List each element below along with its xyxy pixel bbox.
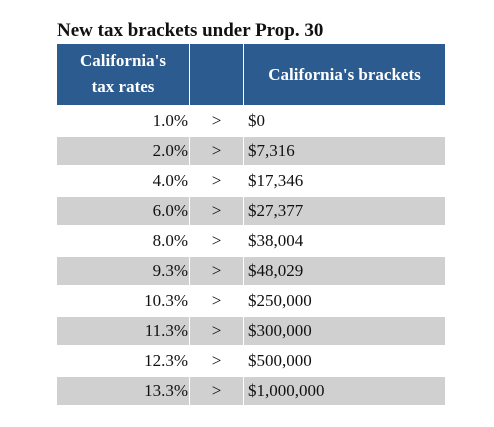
table-row: 4.0% > $17,346 xyxy=(57,167,445,195)
operator-cell: > xyxy=(211,291,222,310)
operator-cell: > xyxy=(211,171,222,190)
operator-cell: > xyxy=(190,257,243,285)
bracket-cell: $7,316 xyxy=(244,137,445,165)
header-tax-rates: California's tax rates xyxy=(57,44,189,105)
bracket-cell: $48,029 xyxy=(244,257,445,285)
operator-cell: > xyxy=(190,377,243,405)
operator-cell: > xyxy=(190,317,243,345)
table-row: 12.3% > $500,000 xyxy=(57,347,445,375)
bracket-cell: $300,000 xyxy=(244,317,445,345)
rate-cell: 2.0% xyxy=(57,137,189,165)
bracket-cell: $17,346 xyxy=(248,171,304,190)
table-row: 11.3% > $300,000 xyxy=(57,317,445,345)
table-header: California's tax rates California's brac… xyxy=(57,44,445,105)
header-tax-rates-line2: tax rates xyxy=(91,77,155,96)
bracket-cell: $0 xyxy=(248,111,265,130)
header-operator xyxy=(190,44,243,105)
table-row: 6.0% > $27,377 xyxy=(57,197,445,225)
table-row: 8.0% > $38,004 xyxy=(57,227,445,255)
table-row: 13.3% > $1,000,000 xyxy=(57,377,445,405)
operator-cell: > xyxy=(190,197,243,225)
rate-cell: 10.3% xyxy=(144,291,188,310)
operator-cell: > xyxy=(211,231,222,250)
rate-cell: 4.0% xyxy=(152,171,188,190)
operator-cell: > xyxy=(190,137,243,165)
rate-cell: 8.0% xyxy=(152,231,188,250)
bracket-cell: $500,000 xyxy=(248,351,312,370)
header-brackets: California's brackets xyxy=(244,44,445,105)
bracket-cell: $38,004 xyxy=(248,231,304,250)
tax-brackets-table: California's tax rates California's brac… xyxy=(57,44,445,407)
operator-cell: > xyxy=(211,351,222,370)
bracket-cell: $27,377 xyxy=(244,197,445,225)
bracket-cell: $1,000,000 xyxy=(244,377,445,405)
table-row: 1.0% > $0 xyxy=(57,107,445,135)
table-row: 2.0% > $7,316 xyxy=(57,137,445,165)
bracket-cell: $250,000 xyxy=(248,291,312,310)
table-row: 9.3% > $48,029 xyxy=(57,257,445,285)
table-title: New tax brackets under Prop. 30 xyxy=(57,20,324,41)
rate-cell: 1.0% xyxy=(152,111,188,130)
rate-cell: 13.3% xyxy=(57,377,189,405)
rate-cell: 12.3% xyxy=(144,351,188,370)
table-row: 10.3% > $250,000 xyxy=(57,287,445,315)
header-divider xyxy=(57,105,445,107)
header-tax-rates-line1: California's xyxy=(80,51,166,70)
rate-cell: 11.3% xyxy=(57,317,189,345)
rate-cell: 6.0% xyxy=(57,197,189,225)
operator-cell: > xyxy=(211,111,222,130)
rate-cell: 9.3% xyxy=(57,257,189,285)
